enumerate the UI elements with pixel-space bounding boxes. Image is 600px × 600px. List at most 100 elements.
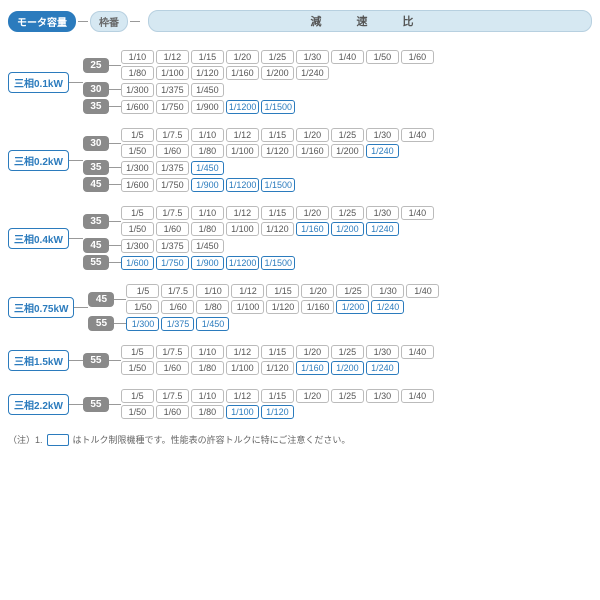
ratio-cell: 1/120 <box>261 405 294 419</box>
ratio-cell: 1/12 <box>226 389 259 403</box>
ratio-cell: 1/60 <box>156 361 189 375</box>
motor-group: 三相2.2kW551/51/7.51/101/121/151/201/251/3… <box>8 389 592 419</box>
ratio-cell: 1/15 <box>261 206 294 220</box>
connector-line <box>69 160 83 161</box>
frame-number: 55 <box>88 316 114 331</box>
ratio-cell: 1/120 <box>261 222 294 236</box>
ratio-row: 1/501/601/801/1001/1201/1601/2001/240 <box>126 300 439 314</box>
ratio-rows: 1/6001/7501/9001/12001/1500 <box>121 256 295 270</box>
ratio-row: 1/6001/7501/9001/12001/1500 <box>121 100 295 114</box>
ratio-cell: 1/40 <box>331 50 364 64</box>
connector-line <box>109 167 121 168</box>
frame-list: 551/51/7.51/101/121/151/201/251/301/401/… <box>83 345 434 375</box>
ratio-cell: 1/5 <box>126 284 159 298</box>
ratio-cell: 1/50 <box>121 405 154 419</box>
ratio-cell: 1/30 <box>366 345 399 359</box>
ratio-cell: 1/80 <box>191 361 224 375</box>
ratio-cell: 1/10 <box>191 345 224 359</box>
ratio-cell: 1/375 <box>161 317 194 331</box>
connector-line <box>109 143 121 144</box>
frame-number: 30 <box>83 82 109 97</box>
connector-line <box>109 221 121 222</box>
ratio-cell: 1/100 <box>226 405 259 419</box>
connector-line <box>69 82 83 83</box>
ratio-cell: 1/40 <box>401 389 434 403</box>
frame-number: 25 <box>83 58 109 73</box>
connector-line <box>109 65 121 66</box>
ratio-cell: 1/160 <box>296 144 329 158</box>
ratio-cell: 1/600 <box>121 178 154 192</box>
ratio-cell: 1/10 <box>191 389 224 403</box>
frame-row: 351/51/7.51/101/121/151/201/251/301/401/… <box>83 206 434 236</box>
header-motor-label: モータ容量 <box>8 11 76 32</box>
ratio-cell: 1/80 <box>121 66 154 80</box>
ratio-cell: 1/200 <box>331 144 364 158</box>
connector-line <box>114 323 126 324</box>
frame-list: 551/51/7.51/101/121/151/201/251/301/401/… <box>83 389 434 419</box>
ratio-rows: 1/51/7.51/101/121/151/201/251/301/401/50… <box>121 389 434 419</box>
ratio-cell: 1/1200 <box>226 256 260 270</box>
ratio-row: 1/6001/7501/9001/12001/1500 <box>121 256 295 270</box>
motor-label: 三相0.75kW <box>8 297 74 318</box>
frame-number: 35 <box>83 214 109 229</box>
footnote-text: はトルク制限機種です。性能表の許容トルクに特にご注意ください。 <box>73 433 351 446</box>
ratio-cell: 1/80 <box>191 405 224 419</box>
ratio-rows: 1/51/7.51/101/121/151/201/251/301/40 1/50… <box>121 345 434 375</box>
ratio-cell: 1/80 <box>191 222 224 236</box>
ratio-row: 1/51/7.51/101/121/151/201/251/301/40 <box>121 345 434 359</box>
ratio-cell: 1/12 <box>226 128 259 142</box>
ratio-cell: 1/40 <box>406 284 439 298</box>
ratio-cell: 1/200 <box>261 66 294 80</box>
ratio-cell: 1/10 <box>191 206 224 220</box>
ratio-cell: 1/50 <box>121 361 154 375</box>
connector-line <box>109 184 121 185</box>
ratio-cell: 1/20 <box>296 128 329 142</box>
ratio-cell: 1/160 <box>226 66 259 80</box>
ratio-cell: 1/12 <box>156 50 189 64</box>
groups-container: 三相0.1kW251/101/121/151/201/251/301/401/5… <box>8 50 592 419</box>
ratio-cell: 1/300 <box>121 83 154 97</box>
frame-list: 451/51/7.51/101/121/151/201/251/301/401/… <box>88 284 439 331</box>
ratio-cell: 1/25 <box>331 206 364 220</box>
ratio-cell: 1/160 <box>301 300 334 314</box>
frame-list: 351/51/7.51/101/121/151/201/251/301/401/… <box>83 206 434 270</box>
ratio-cell: 1/10 <box>196 284 229 298</box>
ratio-cell: 1/160 <box>296 361 329 375</box>
ratio-cell: 1/240 <box>371 300 404 314</box>
ratio-cell: 1/375 <box>156 239 189 253</box>
ratio-cell: 1/750 <box>156 178 189 192</box>
ratio-cell: 1/100 <box>156 66 189 80</box>
ratio-cell: 1/25 <box>331 389 364 403</box>
connector-line <box>69 404 83 405</box>
frame-row: 351/6001/7501/9001/12001/1500 <box>83 99 434 114</box>
connector-line <box>109 360 121 361</box>
ratio-cell: 1/30 <box>296 50 329 64</box>
connector-line <box>109 89 121 90</box>
ratio-cell: 1/30 <box>366 128 399 142</box>
ratio-cell: 1/1500 <box>261 100 295 114</box>
ratio-cell: 1/450 <box>196 317 229 331</box>
ratio-cell: 1/120 <box>261 144 294 158</box>
ratio-row: 1/501/601/801/1001/1201/1601/2001/240 <box>121 361 434 375</box>
ratio-cell: 1/120 <box>261 361 294 375</box>
header-ratio-label: 減 速 比 <box>148 10 592 32</box>
motor-label: 三相1.5kW <box>8 350 69 371</box>
ratio-cell: 1/60 <box>156 144 189 158</box>
ratio-cell: 1/10 <box>191 128 224 142</box>
frame-row: 251/101/121/151/201/251/301/401/501/601/… <box>83 50 434 80</box>
ratio-cell: 1/1500 <box>261 178 295 192</box>
ratio-cell: 1/200 <box>331 222 364 236</box>
ratio-cell: 1/120 <box>266 300 299 314</box>
frame-number: 30 <box>83 136 109 151</box>
ratio-cell: 1/7.5 <box>156 389 189 403</box>
frame-row: 551/6001/7501/9001/12001/1500 <box>83 255 434 270</box>
ratio-cell: 1/20 <box>296 345 329 359</box>
ratio-cell: 1/300 <box>121 239 154 253</box>
ratio-cell: 1/25 <box>331 345 364 359</box>
ratio-cell: 1/15 <box>261 389 294 403</box>
ratio-cell: 1/600 <box>121 256 154 270</box>
ratio-row: 1/501/601/801/1001/1201/1601/2001/240 <box>121 144 434 158</box>
ratio-row: 1/3001/3751/450 <box>121 239 224 253</box>
ratio-cell: 1/20 <box>296 389 329 403</box>
motor-group: 三相0.4kW351/51/7.51/101/121/151/201/251/3… <box>8 206 592 270</box>
